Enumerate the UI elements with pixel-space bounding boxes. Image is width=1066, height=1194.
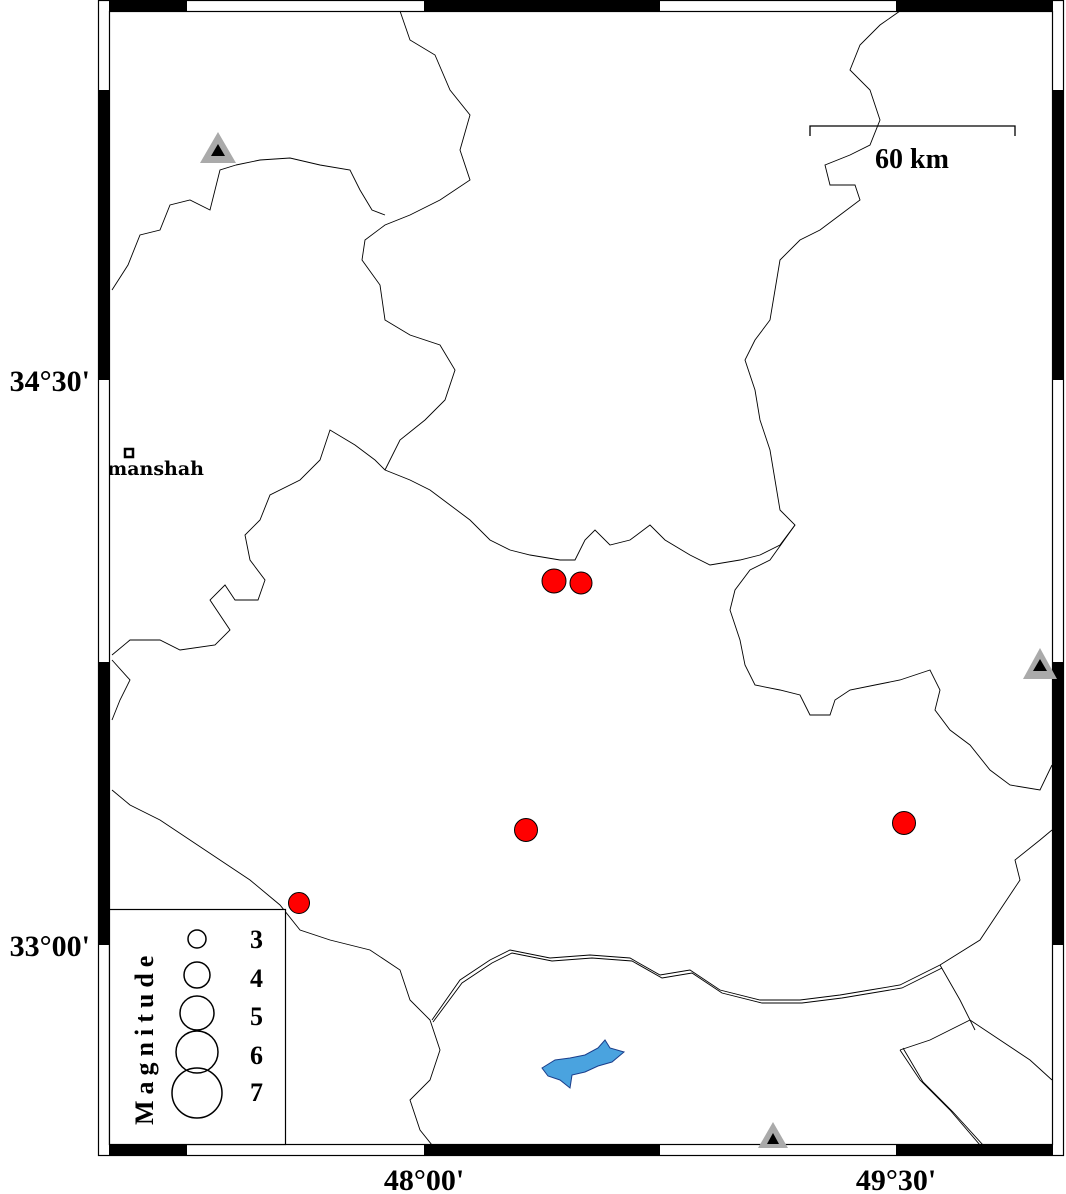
earthquakes bbox=[288, 568, 916, 914]
scale-bar: 60 km bbox=[809, 125, 1016, 175]
earthquake-marker[interactable] bbox=[541, 568, 567, 594]
earthquake-marker[interactable] bbox=[288, 892, 310, 914]
legend-item: 3 bbox=[250, 925, 263, 954]
earthquake-marker[interactable] bbox=[514, 818, 538, 842]
square-icon bbox=[123, 447, 135, 459]
legend: Magnitude 3 4 5 6 7 bbox=[108, 908, 287, 1146]
legend-title: Magnitude bbox=[130, 950, 159, 1125]
lake bbox=[541, 1039, 626, 1089]
x-tick-label: 48°00' bbox=[384, 1164, 464, 1194]
legend-item: 7 bbox=[250, 1078, 263, 1107]
legend-item: 5 bbox=[250, 1002, 263, 1031]
x-tick-label: 49°30' bbox=[856, 1164, 936, 1194]
y-tick-label: 34°30' bbox=[10, 365, 90, 398]
earthquake-marker[interactable] bbox=[569, 571, 593, 595]
stations bbox=[200, 132, 1057, 1148]
province-boundaries bbox=[111, 10, 1053, 1146]
legend-item: 4 bbox=[250, 964, 263, 993]
city-kermanshah: Kermanshah bbox=[69, 447, 204, 480]
y-tick-label: 33°00' bbox=[10, 930, 90, 963]
scale-bar-label: 60 km bbox=[875, 144, 949, 175]
earthquake-marker[interactable] bbox=[892, 811, 916, 835]
legend-item: 6 bbox=[250, 1041, 263, 1070]
triangle-icon bbox=[200, 132, 236, 163]
city-label: Kermanshah bbox=[69, 458, 204, 480]
triangle-icon bbox=[1023, 648, 1057, 679]
triangle-icon bbox=[758, 1122, 788, 1148]
